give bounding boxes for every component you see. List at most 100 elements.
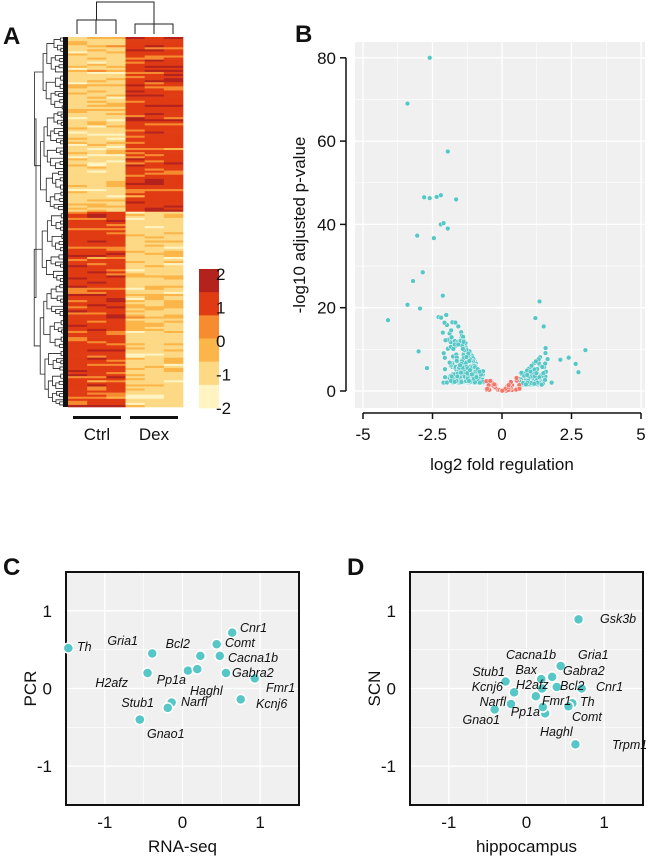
heatmap-cell	[125, 240, 145, 243]
data-point-gria1	[146, 647, 158, 660]
group-bar-dex	[130, 416, 178, 419]
heatmap-cell	[125, 82, 145, 85]
dendrogram-branch	[52, 172, 59, 184]
heatmap-cell	[106, 57, 126, 60]
heatmap-cell	[87, 347, 107, 350]
heatmap-cell	[125, 96, 145, 99]
heatmap-cell	[106, 230, 126, 233]
heatmap-cell	[68, 201, 88, 204]
heatmap-cell	[125, 135, 145, 139]
gene-label-gnao1: Gnao1	[147, 727, 185, 741]
y-tick-label: -1	[37, 757, 52, 776]
data-point	[466, 378, 472, 384]
heatmap-cell	[106, 238, 126, 241]
heatmap-cell	[106, 174, 126, 178]
heatmap-cell	[144, 361, 165, 365]
heatmap-cell	[68, 320, 88, 324]
heatmap-cell	[87, 170, 107, 173]
heatmap-cell	[163, 322, 184, 326]
data-point-cacna1b	[214, 650, 226, 662]
heatmap-cell	[106, 156, 126, 159]
heatmap-cell	[68, 267, 88, 270]
heatmap-cell	[125, 158, 145, 161]
heatmap-cell	[125, 304, 145, 307]
heatmap-cell	[125, 193, 145, 196]
heatmap-cell	[68, 287, 88, 291]
heatmap-cell	[106, 185, 126, 188]
heatmap-cell	[163, 302, 184, 305]
heatmap-cell	[125, 339, 145, 342]
dendrogram-branch	[45, 260, 54, 275]
x-tick-label: 5	[636, 425, 645, 444]
x-tick-label: -2.5	[418, 425, 447, 444]
heatmap-cell	[163, 353, 184, 356]
data-point-cnr1	[226, 626, 238, 639]
heatmap-cell	[144, 337, 165, 340]
heatmap-cell	[125, 320, 145, 324]
heatmap-cell	[106, 96, 126, 99]
heatmap-cell	[106, 219, 126, 223]
heatmap-cell	[163, 271, 184, 274]
heatmap-cell	[144, 211, 165, 215]
heatmap-cell	[106, 53, 126, 56]
heatmap-cell	[125, 104, 145, 108]
data-point-pp1a	[537, 701, 549, 713]
heatmap-cell	[163, 156, 184, 159]
heatmap-cell	[125, 59, 145, 62]
heatmap-cell	[68, 141, 88, 145]
heatmap-cell	[163, 256, 184, 260]
heatmap-cell	[144, 80, 165, 83]
heatmap-cell	[87, 259, 107, 262]
heatmap-cell	[163, 119, 184, 122]
heatmap-cell	[144, 213, 165, 217]
heatmap-cell	[125, 234, 145, 237]
data-point	[457, 362, 463, 368]
heatmap-cell	[87, 261, 107, 264]
heatmap-cell	[68, 45, 88, 48]
heatmap-cell	[144, 343, 165, 346]
heatmap-cell	[87, 232, 107, 235]
heatmap-cell	[87, 137, 107, 141]
heatmap-cell	[87, 345, 107, 348]
heatmap-cell	[87, 199, 107, 202]
heatmap-cell	[144, 372, 165, 375]
heatmap-cell	[144, 224, 165, 227]
heatmap-cell	[144, 156, 165, 159]
heatmap-cell	[144, 100, 165, 104]
heatmap-cell	[106, 386, 126, 389]
heatmap-cell	[125, 279, 145, 282]
heatmap-cell	[87, 228, 107, 231]
heatmap-cell	[87, 203, 107, 206]
dendrogram-branch	[59, 393, 66, 398]
heatmap-cell	[68, 131, 88, 134]
heatmap-cell	[144, 382, 165, 385]
heatmap-cell	[87, 240, 107, 243]
heatmap-cell	[106, 102, 126, 106]
heatmap-cell	[125, 37, 145, 40]
heatmap-cell	[125, 310, 145, 313]
dendrogram-branch	[33, 248, 43, 347]
heatmap-cell	[87, 82, 107, 85]
heatmap-cell	[87, 164, 107, 167]
heatmap-cell	[125, 65, 145, 69]
data-point	[443, 312, 449, 318]
heatmap-cell	[144, 195, 165, 198]
heatmap-cell	[68, 41, 88, 44]
heatmap-cell	[68, 370, 88, 373]
heatmap-cell	[144, 275, 165, 278]
data-point	[438, 315, 444, 321]
heatmap-cell	[163, 108, 184, 112]
heatmap-cell	[144, 135, 165, 139]
heatmap-cell	[68, 86, 88, 89]
heatmap-cell	[87, 88, 107, 91]
heatmap-cell	[163, 382, 184, 385]
heatmap-cell	[163, 100, 184, 104]
heatmap-cell	[68, 335, 88, 338]
heatmap-cell	[125, 248, 145, 252]
heatmap-cell	[87, 168, 107, 171]
heatmap-cell	[125, 357, 145, 361]
data-point-stub1	[499, 675, 512, 688]
heatmap-cell	[144, 330, 165, 334]
heatmap-cell	[87, 224, 107, 227]
heatmap-cell	[87, 312, 107, 315]
